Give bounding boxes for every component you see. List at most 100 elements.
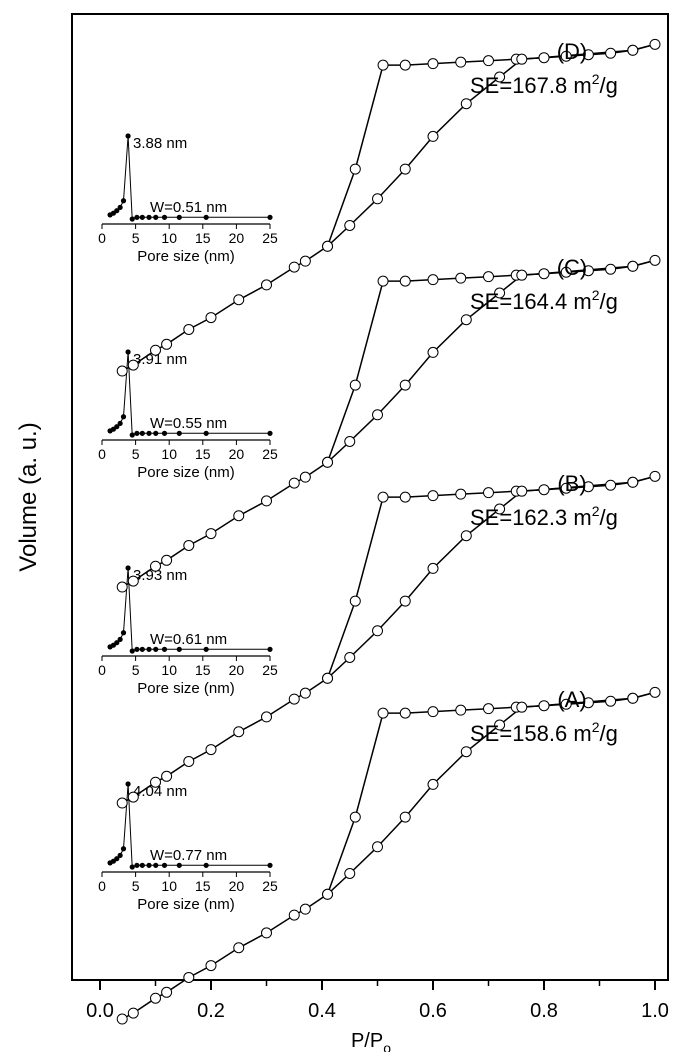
inset-x-label: Pore size (nm) — [137, 248, 235, 265]
inset-x-tick-label: 20 — [229, 878, 245, 894]
surface-area-unit-sup: 2 — [592, 287, 600, 303]
inset-point — [203, 214, 209, 220]
inset-point — [114, 856, 120, 862]
adsorption-point — [649, 686, 661, 698]
inset-point — [120, 198, 127, 204]
adsorption-point — [127, 791, 139, 803]
inset-x-tick-label: 25 — [262, 878, 278, 894]
surface-area-unit: /g — [599, 505, 617, 530]
adsorption-point — [288, 909, 300, 921]
desorption-point — [344, 868, 356, 879]
adsorption-point — [605, 479, 617, 491]
x-tick-label: 0.2 — [197, 1000, 225, 1022]
adsorption-point — [349, 595, 361, 607]
adsorption-point — [183, 539, 195, 551]
adsorption-point — [127, 1007, 139, 1019]
adsorption-point — [261, 711, 272, 723]
inset-point — [161, 430, 168, 436]
adsorption-point — [261, 495, 272, 507]
inset-point — [203, 430, 209, 436]
surface-area-value: SE=158.6 m — [470, 721, 592, 746]
desorption-point — [516, 485, 528, 497]
surface-area-unit: /g — [599, 721, 617, 746]
desorption-point — [494, 71, 506, 83]
adsorption-point — [116, 1013, 128, 1025]
adsorption-point — [116, 365, 128, 377]
inset-x-tick-label: 10 — [161, 446, 177, 462]
plot-frame — [71, 13, 669, 981]
inset-point — [267, 430, 273, 436]
adsorption-point — [377, 275, 389, 287]
inset-x-tick-label: 0 — [98, 878, 106, 894]
pore-size-inset: 0 5 10 15 20 25 Pore size (nm) 3.93 nm W=0.61 nm — [98, 565, 278, 697]
adsorption-point — [455, 488, 467, 500]
inset-x-tick-label: 5 — [132, 230, 140, 246]
inset-width-label: W=0.61 nm — [150, 631, 227, 648]
adsorption-point — [377, 707, 389, 719]
inset-x-tick-label: 25 — [262, 446, 278, 462]
adsorption-point — [560, 482, 572, 494]
desorption-point — [322, 456, 334, 468]
inset-point — [176, 430, 182, 436]
inset-x-tick-label: 15 — [195, 446, 211, 462]
pore-size-inset: 0 5 10 15 20 25 Pore size (nm) 4.04 nm W=0.77 nm — [98, 781, 278, 913]
desorption-line — [326, 691, 656, 895]
desorption-point — [460, 530, 472, 542]
inset-x-tick-label: 10 — [161, 230, 177, 246]
inset-point — [153, 862, 159, 868]
inset-point — [146, 646, 152, 652]
adsorption-point — [349, 811, 361, 823]
inset-point — [139, 214, 145, 220]
adsorption-point — [377, 59, 389, 71]
adsorption-point — [299, 687, 311, 699]
adsorption-point — [649, 254, 661, 266]
inset-point — [176, 646, 182, 652]
desorption-point — [344, 220, 356, 231]
adsorption-point — [161, 770, 173, 782]
surface-area-value: SE=164.4 m — [470, 289, 592, 314]
desorption-point — [516, 269, 528, 281]
inset-point — [203, 646, 209, 652]
inset-peak-label: 3.93 nm — [133, 567, 187, 584]
desorption-point — [516, 701, 528, 713]
inset-point — [114, 424, 120, 430]
x-axis-label-sub: o — [383, 1040, 391, 1052]
adsorption-point — [399, 59, 411, 71]
adsorption-point — [560, 698, 572, 710]
inset-peak-label: 3.88 nm — [133, 135, 187, 152]
inset-point — [146, 862, 152, 868]
adsorption-point — [205, 960, 217, 972]
desorption-point — [427, 562, 439, 574]
surface-area-label: SE=167.8 m2/g — [470, 71, 618, 98]
x-axis-label-main: P/P — [351, 1030, 383, 1052]
adsorption-point — [649, 38, 661, 50]
x-tick-label: 0.6 — [419, 1000, 447, 1022]
adsorption-point — [299, 903, 311, 915]
x-tick-label: 1.0 — [641, 1000, 669, 1022]
inset-x-tick-label: 10 — [161, 878, 177, 894]
inset-x-label: Pore size (nm) — [137, 464, 235, 481]
desorption-point — [372, 193, 383, 205]
adsorption-point — [261, 927, 272, 939]
adsorption-point — [582, 49, 594, 61]
adsorption-point — [205, 312, 217, 324]
sample-label: (D) — [557, 39, 588, 64]
desorption-point — [494, 287, 506, 299]
adsorption-point — [299, 471, 311, 483]
inset-point — [134, 646, 140, 652]
inset-point — [146, 214, 152, 220]
adsorption-point — [183, 971, 195, 983]
inset-x-tick-label: 20 — [229, 662, 245, 678]
inset-point — [125, 781, 131, 787]
adsorption-point — [399, 275, 411, 287]
inset-point — [139, 430, 145, 436]
adsorption-point — [299, 255, 311, 267]
inset-x-tick-label: 15 — [195, 230, 211, 246]
inset-point — [120, 846, 127, 852]
inset-point — [120, 414, 127, 420]
adsorption-point — [233, 294, 245, 306]
surface-area-unit: /g — [599, 289, 617, 314]
adsorption-point — [161, 554, 173, 566]
surface-area-unit-sup: 2 — [592, 719, 600, 735]
